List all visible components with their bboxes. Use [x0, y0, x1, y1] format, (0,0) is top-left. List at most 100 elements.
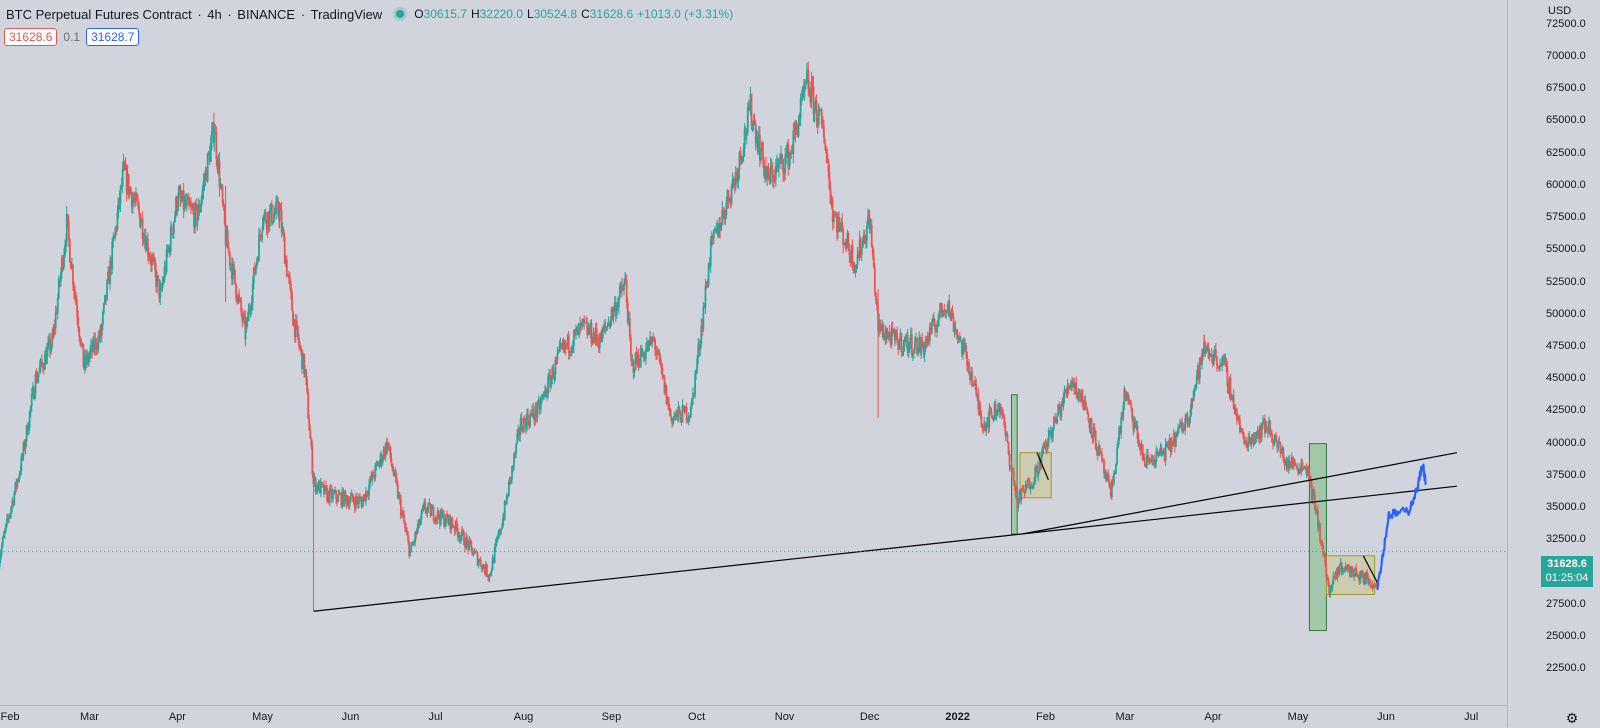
symbol-title[interactable]: BTC Perpetual Futures Contract	[6, 6, 192, 22]
candle-body	[1190, 398, 1193, 410]
candle-body	[2, 534, 5, 538]
candle-body	[996, 408, 999, 416]
candle-body	[660, 364, 663, 368]
candle-body	[584, 322, 587, 324]
candle-body	[1038, 457, 1041, 473]
candle-body	[1244, 440, 1247, 444]
candle-body	[497, 529, 500, 538]
price-tick: 27500.0	[1546, 597, 1586, 610]
candle-body	[1088, 420, 1091, 428]
candle-body	[791, 152, 794, 155]
candle-body	[1312, 488, 1315, 495]
candle-body	[786, 144, 789, 154]
candle-body	[1137, 438, 1140, 447]
candle-body	[1230, 395, 1233, 400]
candle-body	[940, 302, 943, 310]
candle-body	[217, 160, 220, 170]
candle-body	[1245, 440, 1248, 447]
candle-body	[571, 345, 574, 349]
candle-body	[1064, 389, 1067, 392]
candle-body	[1035, 465, 1038, 468]
candle-body	[147, 254, 150, 257]
candle-body	[273, 213, 275, 222]
candle-body	[205, 169, 208, 181]
candle-body	[1293, 461, 1295, 467]
candle-body	[659, 356, 662, 365]
candle-body	[727, 190, 730, 202]
candle-body	[151, 258, 153, 265]
buy-price-button[interactable]: 31628.7	[86, 28, 140, 46]
candle-body	[63, 254, 65, 268]
candle-body	[763, 160, 765, 176]
candle-body	[521, 428, 524, 433]
candle-body	[34, 374, 37, 394]
candle-body	[35, 374, 38, 383]
candle-body	[861, 238, 864, 248]
candle-body	[1227, 386, 1230, 393]
candle-body	[390, 458, 393, 465]
candle-body	[874, 292, 877, 301]
candle-body	[166, 249, 169, 252]
time-tick: Jun	[341, 711, 360, 723]
candle-body	[630, 355, 633, 361]
candle-body	[184, 199, 187, 206]
candle-body	[673, 417, 676, 419]
candle-body	[895, 330, 898, 334]
candle-body	[1229, 378, 1232, 400]
candle-body	[361, 498, 364, 508]
candle-body	[21, 456, 24, 458]
candle-body	[453, 527, 456, 532]
candle-body	[947, 301, 950, 310]
candle-body	[717, 223, 719, 237]
candle-body	[228, 251, 231, 265]
candle-body	[193, 210, 195, 228]
candle-body	[276, 201, 278, 203]
candle-body	[658, 350, 661, 357]
candle-body	[1266, 429, 1269, 432]
candle-body	[632, 360, 635, 373]
price-axis[interactable]	[1507, 0, 1600, 727]
candle-body	[586, 322, 589, 335]
candle-body	[520, 418, 523, 429]
candle-body	[596, 339, 599, 341]
candle-body	[439, 509, 442, 524]
candle-body	[394, 470, 397, 478]
gear-icon[interactable]: ⚙	[1565, 710, 1579, 726]
candle-body	[306, 379, 309, 393]
time-axis[interactable]	[0, 705, 1507, 728]
candle-body	[1254, 438, 1257, 440]
candle-body	[406, 531, 409, 536]
candle-body	[1284, 462, 1287, 465]
candle-body	[349, 496, 352, 502]
candle-body	[320, 482, 323, 485]
candle-body	[620, 285, 622, 287]
candle-body	[737, 170, 740, 182]
candle-body	[1039, 457, 1042, 468]
interval-label[interactable]: 4h	[207, 6, 222, 22]
candle-body	[585, 322, 588, 324]
candle-body	[515, 443, 518, 454]
candle-body	[441, 509, 443, 517]
candle-body	[769, 165, 772, 183]
candle-body	[1031, 485, 1034, 488]
candle-body	[418, 519, 421, 526]
candle-body	[315, 484, 318, 492]
candle-body	[1206, 347, 1209, 349]
candle-body	[690, 406, 692, 417]
candle-body	[764, 166, 766, 176]
candle-body	[251, 283, 254, 303]
sell-price-button[interactable]: 31628.6	[4, 28, 58, 46]
candle-body	[6, 517, 8, 525]
candle-body	[0, 545, 3, 554]
candle-body	[749, 93, 752, 111]
candle-body	[526, 413, 528, 430]
candle-body	[653, 338, 655, 340]
currency-label[interactable]: USD	[1548, 5, 1572, 17]
candle-body	[566, 335, 569, 347]
candle-body	[832, 214, 835, 223]
time-tick: Mar	[1115, 711, 1135, 723]
candle-body	[347, 500, 350, 507]
candle-body	[644, 349, 647, 359]
candle-body	[887, 331, 890, 335]
